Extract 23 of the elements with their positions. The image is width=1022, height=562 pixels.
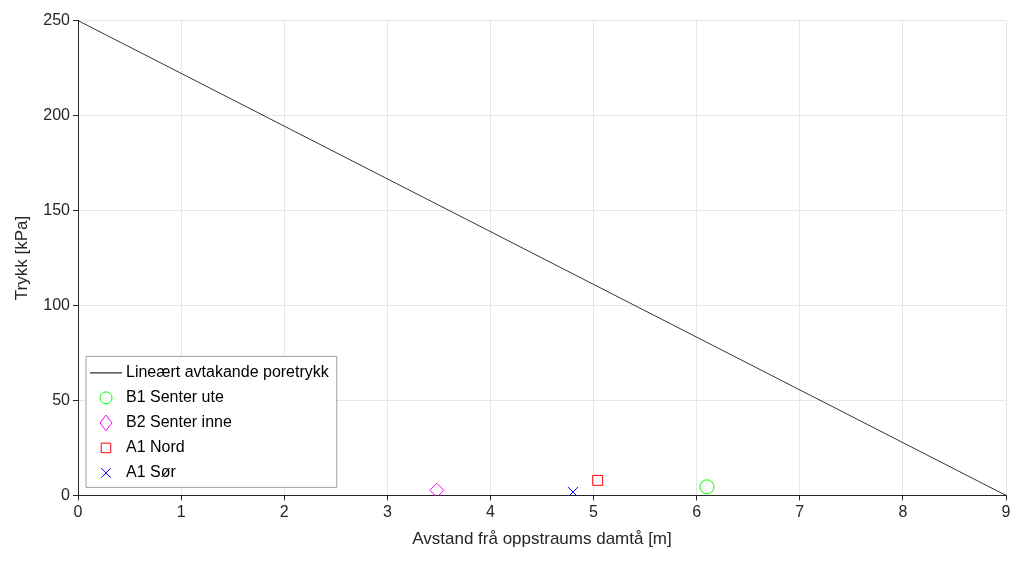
x-tick-label: 0 xyxy=(73,503,83,521)
y-tick-label: 200 xyxy=(43,105,71,123)
x-tick-label: 3 xyxy=(382,503,392,521)
x-tick-label: 6 xyxy=(692,503,702,521)
x-tick-label: 2 xyxy=(279,503,289,521)
legend-label: A1 Nord xyxy=(126,438,185,456)
y-tick-label: 150 xyxy=(43,200,71,218)
y-tick-label: 100 xyxy=(43,295,71,313)
legend-label: Lineært avtakande poretrykk xyxy=(126,363,330,381)
legend-label: B1 Senter ute xyxy=(126,388,224,406)
x-tick-label: 9 xyxy=(1001,503,1011,521)
legend-label: A1 Sør xyxy=(126,463,177,481)
x-axis-title: Avstand frå oppstraums damtå [m] xyxy=(412,529,672,549)
y-axis-title: Trykk [kPa] xyxy=(11,215,31,301)
x-tick-label: 4 xyxy=(485,503,495,521)
y-tick-label: 250 xyxy=(43,11,71,29)
y-tick-label: 50 xyxy=(52,390,71,408)
y-tick-label: 0 xyxy=(61,485,71,503)
legend-label: B2 Senter inne xyxy=(126,413,232,431)
x-tick-label: 1 xyxy=(176,503,186,521)
x-tick-label: 7 xyxy=(795,503,805,521)
x-tick-label: 8 xyxy=(898,503,908,521)
x-tick-label: 5 xyxy=(589,503,599,521)
